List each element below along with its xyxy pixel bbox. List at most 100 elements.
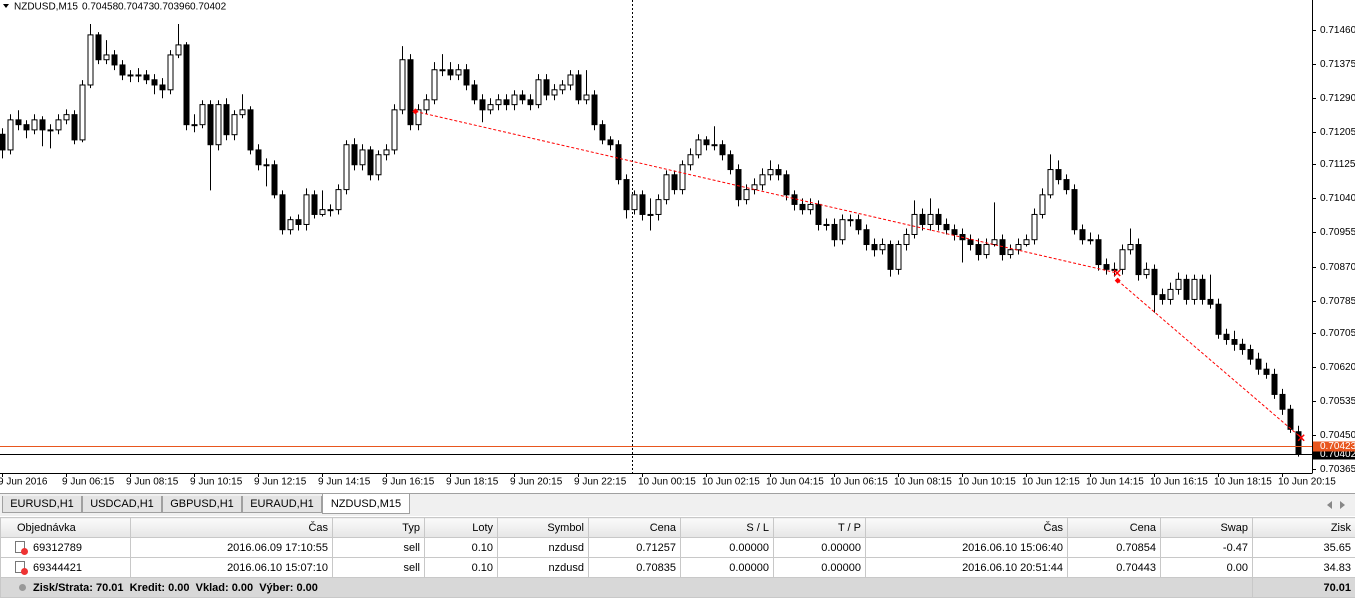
chart-tab[interactable]: USDCAD,H1 [82,496,162,513]
candle-body [1120,250,1125,270]
x-tick-label: 9 Jun 16:15 [382,477,435,488]
candle-body [672,175,677,190]
candle-body [384,150,389,155]
chart-tab[interactable]: EURAUD,H1 [242,496,322,513]
candle-body [1040,195,1045,215]
candle-body [600,125,605,140]
candle-body [944,224,949,229]
table-cell: 0.10 [425,558,498,578]
candle-body [1288,409,1293,429]
column-header[interactable]: Swap [1161,518,1253,538]
x-tick-label: 9 Jun 22:15 [574,477,627,488]
candle-body [80,85,85,140]
x-tick-label: 9 Jun 08:15 [126,477,179,488]
column-header[interactable]: Typ [333,518,425,538]
table-cell: 2016.06.10 15:06:40 [866,538,1068,558]
candle-body [776,170,781,175]
candle-body [1032,214,1037,239]
x-tick-label: 9 Jun 12:15 [254,477,307,488]
candle-body [520,95,525,100]
candle-body [856,220,861,230]
x-tick-label: 10 Jun 06:15 [830,477,888,488]
candle-body [1248,350,1253,360]
x-tick-label: 10 Jun 12:15 [1022,477,1080,488]
column-header[interactable]: Symbol [498,518,589,538]
header-high: 0.70473 [118,2,155,13]
candle-body [992,240,997,245]
candle-body [760,175,765,185]
candle-body [336,190,341,210]
candle-body [48,130,53,131]
candle-body [104,55,109,60]
candle-body [288,220,293,230]
table-cell: 0.70854 [1068,538,1161,558]
candle-body [920,214,925,224]
candle-body [88,35,93,85]
candle-body [240,110,245,115]
summary-text: Zisk/Strata: 70.01 Kredit: 0.00 Vklad: 0… [1,578,1253,598]
y-tick-label: 0.71040 [1320,193,1355,204]
candle-body [1152,269,1157,294]
symbol-label: NZDUSD,M15 [14,2,78,13]
candle-body [1160,295,1165,300]
candle-body [712,145,717,146]
column-header[interactable]: Cena [1068,518,1161,538]
candle-body [576,75,581,100]
candle-body [952,230,957,235]
column-header[interactable]: Zisk [1253,518,1355,538]
candle-body [24,125,29,130]
y-tick-label: 0.71460 [1320,25,1355,36]
candle-body [296,220,301,225]
candle-body [736,170,741,200]
candle-body [832,224,837,239]
candle-body [1200,279,1205,299]
chart-tab[interactable]: EURUSD,H1 [2,496,82,513]
candle-body [688,155,693,165]
column-header[interactable]: S / L [681,518,774,538]
header-open: 0.70458 [82,2,119,13]
candle-body [136,75,141,76]
candle-body [1232,340,1237,345]
candle-body [1088,240,1093,241]
candle-body [40,120,45,130]
chart: NZDUSD,M15 0.70458 0.70473 0.70396 0.704… [0,0,1355,493]
candle-body [504,100,509,105]
candle-body [792,195,797,205]
candle-body [160,85,165,90]
candle-body [144,75,149,80]
chart-tab[interactable]: GBPUSD,H1 [162,496,242,513]
table-cell: 69344421 [1,558,131,578]
candle-body [640,195,645,215]
candle-body [648,214,653,215]
tab-scroll[interactable] [1321,495,1351,515]
column-header[interactable]: Čas [131,518,333,538]
candle-body [1128,245,1133,250]
column-header[interactable]: Čas [866,518,1068,538]
column-header[interactable]: Objednávka [1,518,131,538]
column-header[interactable]: Cena [589,518,681,538]
y-tick-label: 0.71125 [1320,159,1355,170]
x-tick-label: 10 Jun 02:15 [702,477,760,488]
candle-body [312,195,317,215]
candle-body [1168,289,1173,299]
candle-body [192,125,197,126]
table-cell: 69312789 [1,538,131,558]
column-header[interactable]: T / P [774,518,866,538]
candle-body [584,95,589,100]
candle-body [320,210,325,215]
chart-tab[interactable]: NZDUSD,M15 [322,494,410,514]
candle-body [1144,269,1149,274]
candle-body [1000,240,1005,255]
candle-body [1024,240,1029,245]
candle-body [1240,344,1245,349]
candle-body [568,75,573,85]
candle-body [376,155,381,175]
candle-body [1216,304,1221,334]
header-low: 0.70396 [154,2,191,13]
table-cell: 2016.06.09 17:10:55 [131,538,333,558]
column-header[interactable]: Loty [425,518,498,538]
candle-body [808,204,813,209]
